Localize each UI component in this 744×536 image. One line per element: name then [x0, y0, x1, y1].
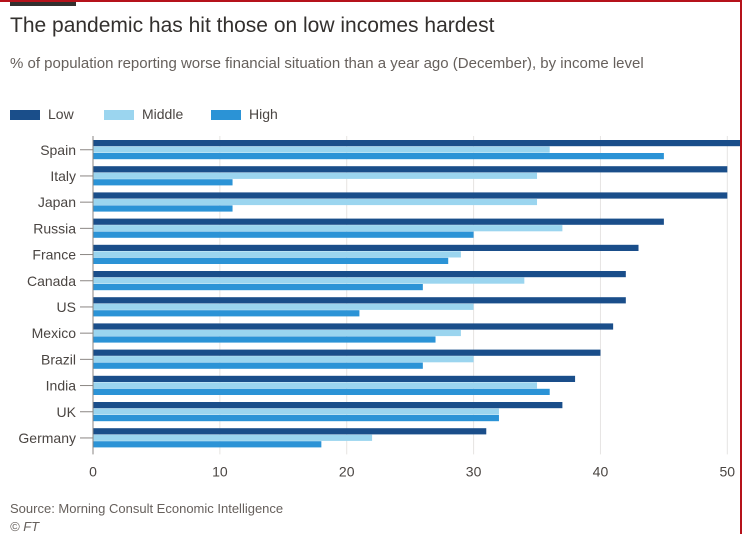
- bar-high: [93, 310, 360, 317]
- bar-high: [93, 388, 550, 395]
- bar-high: [93, 284, 423, 291]
- bar-middle: [93, 172, 538, 179]
- bar-low: [93, 218, 664, 225]
- bar-middle: [93, 146, 550, 153]
- bar-middle: [93, 251, 461, 258]
- category-label: Canada: [27, 273, 76, 289]
- legend-item-low: Low: [10, 106, 74, 122]
- category-label: Germany: [18, 430, 76, 446]
- bar-low: [93, 323, 614, 330]
- x-tick-label: 10: [212, 463, 228, 478]
- bar-low: [93, 297, 626, 304]
- category-label: Brazil: [41, 351, 76, 367]
- bar-high: [93, 257, 449, 264]
- legend-label-low: Low: [48, 106, 74, 122]
- x-tick-label: 50: [720, 463, 736, 478]
- bar-low: [93, 428, 487, 435]
- category-label: UK: [57, 404, 77, 420]
- category-label: US: [57, 299, 76, 315]
- bar-low: [93, 244, 639, 251]
- legend-swatch-low: [10, 110, 40, 121]
- bar-middle: [93, 329, 461, 337]
- bar-middle: [93, 408, 499, 415]
- bar-high: [93, 441, 322, 448]
- bar-middle: [93, 382, 538, 389]
- category-label: Japan: [38, 194, 76, 210]
- bar-middle: [93, 303, 474, 310]
- bar-high: [93, 336, 436, 343]
- bar-high: [93, 153, 664, 160]
- chart-subtitle: % of population reporting worse financia…: [10, 55, 644, 72]
- credit-note: © FT: [10, 519, 40, 534]
- bar-high: [93, 415, 499, 422]
- bar-high: [93, 362, 423, 369]
- x-tick-label: 20: [339, 463, 355, 478]
- source-note: Source: Morning Consult Economic Intelli…: [10, 501, 284, 516]
- bar-low: [93, 375, 576, 382]
- bar-low: [93, 271, 626, 278]
- legend-item-high: High: [211, 106, 278, 122]
- bar-low: [93, 402, 563, 409]
- bar-middle: [93, 277, 525, 284]
- bar-low: [93, 349, 601, 356]
- bar-middle: [93, 356, 474, 363]
- legend-item-middle: Middle: [104, 106, 183, 122]
- legend-swatch-high: [211, 110, 241, 121]
- bar-middle: [93, 225, 563, 232]
- bar-low: [93, 192, 728, 199]
- legend-label-middle: Middle: [142, 106, 184, 122]
- bar-low: [93, 166, 728, 173]
- bar-high: [93, 231, 474, 238]
- bar-middle: [93, 434, 373, 441]
- bar-middle: [93, 198, 538, 206]
- category-label: France: [32, 247, 76, 263]
- category-label: India: [46, 378, 77, 394]
- category-label: Mexico: [32, 325, 77, 341]
- x-tick-label: 30: [466, 463, 482, 478]
- legend-label-high: High: [249, 106, 278, 122]
- x-tick-label: 0: [89, 463, 97, 478]
- category-label: Italy: [50, 168, 76, 184]
- title-accent-bar: [10, 2, 76, 6]
- category-label: Spain: [40, 142, 76, 158]
- bar-high: [93, 179, 233, 186]
- bar-chart: 0 10 20 30 40 50 Spain Italy Japan Russia France Ca…: [18, 136, 740, 478]
- chart-title: The pandemic has hit those on low income…: [10, 14, 495, 37]
- bar-low: [93, 140, 740, 147]
- x-tick-label: 40: [593, 463, 609, 478]
- bar-high: [93, 205, 233, 212]
- category-label: Russia: [33, 220, 76, 236]
- legend-swatch-middle: [104, 110, 134, 121]
